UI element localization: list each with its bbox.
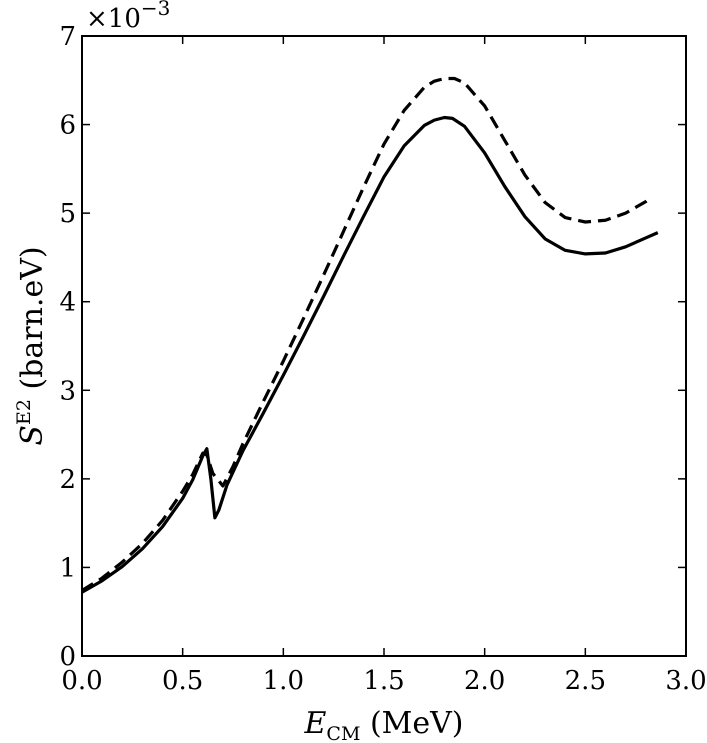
x-tick-label: 0.0 (61, 666, 102, 696)
y-tick-label: 7 (59, 22, 76, 52)
x-tick-label: 3.0 (665, 666, 706, 696)
y-scale-factor: ×10−3 (86, 0, 170, 34)
y-axis-label: SE2 (barn.eV) (13, 246, 50, 445)
axis-ticks (81, 35, 687, 657)
x-axis-label-main: E (304, 706, 327, 741)
y-scale-factor-exponent: −3 (141, 0, 170, 20)
x-tick-label: 1.0 (263, 666, 304, 696)
y-tick-label: 3 (59, 376, 76, 406)
series-line-dashed (81, 76, 651, 592)
y-tick-label: 6 (59, 111, 76, 141)
x-tick-label: 0.5 (162, 666, 203, 696)
series-line-solid (81, 115, 659, 594)
x-axis-label: ECM (MeV) (304, 706, 464, 743)
x-tick-label: 2.0 (464, 666, 505, 696)
x-tick-label: 2.5 (565, 666, 606, 696)
y-tick-label: 2 (59, 465, 76, 495)
y-axis-label-rest: (barn.eV) (15, 246, 50, 399)
x-axis-label-rest: (MeV) (360, 706, 463, 741)
x-axis-label-sub: CM (326, 723, 360, 743)
y-axis-label-main: S (15, 425, 50, 446)
y-tick-label: 4 (59, 288, 76, 318)
x-tick-label: 1.5 (363, 666, 404, 696)
plot-frame (81, 35, 687, 657)
y-tick-label: 5 (59, 199, 76, 229)
plot-area (81, 76, 659, 594)
y-scale-factor-base: ×10 (86, 4, 141, 34)
y-tick-label: 0 (59, 642, 76, 672)
y-axis-label-sup: E2 (13, 399, 35, 425)
axis-tick-labels: 0.0 0.5 1.0 1.5 2.0 2.5 3.0 0 1 2 3 4 5 6 7 (59, 22, 706, 696)
y-tick-label: 1 (59, 553, 76, 583)
